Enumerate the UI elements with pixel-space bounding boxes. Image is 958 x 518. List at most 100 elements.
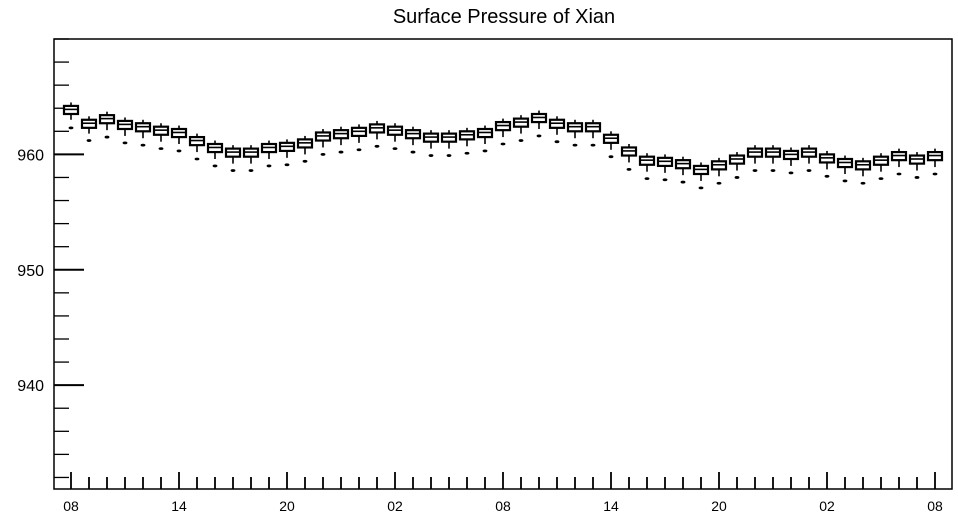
box-outlier [716, 181, 722, 185]
box-outlier [878, 177, 884, 181]
box-item [584, 119, 602, 147]
plot-area-frame [53, 38, 953, 490]
box-outlier [140, 143, 146, 147]
box-outlier [518, 139, 524, 142]
box-item [494, 118, 512, 146]
box-outlier [536, 134, 542, 138]
box-outlier [626, 167, 632, 171]
box-outlier [680, 180, 686, 184]
box-item [890, 148, 908, 176]
box-series [62, 102, 944, 190]
x-tick-label: 02 [819, 498, 835, 514]
x-tick-label: 08 [63, 498, 79, 514]
box-outlier [284, 163, 290, 167]
box-item [548, 116, 566, 144]
box-outlier [302, 159, 308, 163]
box-item [224, 145, 242, 172]
box-outlier [464, 151, 470, 155]
box-item [116, 117, 134, 145]
box-item [80, 116, 98, 142]
box-item [746, 145, 764, 172]
box-item [872, 153, 890, 181]
box-outlier [608, 155, 614, 159]
box-item [638, 153, 656, 181]
box-item [512, 115, 530, 142]
box-outlier [338, 150, 344, 154]
box-item [764, 145, 782, 172]
box-item [656, 154, 674, 182]
box-outlier [428, 154, 434, 157]
box-item [458, 127, 476, 155]
box-item [152, 123, 170, 151]
box-outlier [68, 126, 74, 130]
box-item [710, 157, 728, 185]
box-outlier [770, 169, 776, 172]
box-outlier [482, 149, 488, 153]
box-outlier [752, 169, 758, 172]
box-outlier [788, 171, 794, 175]
y-tick-label: 950 [17, 263, 44, 280]
x-tick-label: 14 [171, 498, 187, 514]
box-outlier [734, 176, 740, 179]
box-item [530, 110, 548, 138]
box-outlier [698, 186, 704, 190]
box-outlier [194, 157, 200, 161]
box-item [422, 130, 440, 157]
x-tick-label: 08 [927, 498, 943, 514]
box-outlier [446, 154, 452, 157]
x-tick-label: 20 [711, 498, 727, 514]
box-item [296, 135, 314, 163]
box-item [566, 119, 584, 147]
box-outlier [644, 177, 650, 181]
box-item [314, 129, 332, 156]
box-outlier [572, 143, 578, 147]
box-item [926, 148, 944, 176]
box-item [782, 147, 800, 175]
box-outlier [860, 181, 866, 185]
box-item [188, 133, 206, 161]
box-item [836, 155, 854, 183]
box-outlier [554, 140, 560, 144]
box-item [818, 150, 836, 178]
box-outlier [374, 144, 380, 148]
box-outlier [356, 148, 362, 152]
y-axis: 940 950 960 [17, 38, 84, 479]
x-tick-label: 20 [279, 498, 295, 514]
box-outlier [392, 147, 398, 151]
box-item [620, 144, 638, 171]
box-outlier [248, 169, 254, 172]
x-axis: 08 14 20 02 08 14 20 02 08 [63, 472, 943, 514]
box-outlier [104, 135, 110, 139]
box-item [908, 152, 926, 179]
box-outlier [932, 172, 938, 176]
box-item [440, 130, 458, 157]
box-outlier [230, 169, 236, 172]
box-outlier [320, 152, 326, 156]
box-item [242, 145, 260, 172]
box-item [170, 125, 188, 153]
box-item [692, 162, 710, 190]
box-item [206, 140, 224, 168]
box-item [98, 111, 116, 139]
box-item [278, 139, 296, 167]
box-outlier [500, 142, 506, 146]
box-item [386, 123, 404, 151]
box-outlier [806, 169, 812, 172]
box-outlier [662, 178, 668, 182]
x-tick-label: 02 [387, 498, 403, 514]
box-outlier [176, 149, 182, 153]
box-item [674, 156, 692, 184]
box-item [368, 120, 386, 148]
box-outlier [212, 164, 218, 168]
box-outlier [590, 143, 596, 147]
box-outlier [266, 164, 272, 168]
box-outlier [914, 176, 920, 179]
box-item [332, 126, 350, 154]
box-outlier [842, 179, 848, 183]
box-item [602, 131, 620, 159]
x-tick-label: 14 [603, 498, 619, 514]
box-item [476, 125, 494, 153]
box-item [404, 126, 422, 154]
